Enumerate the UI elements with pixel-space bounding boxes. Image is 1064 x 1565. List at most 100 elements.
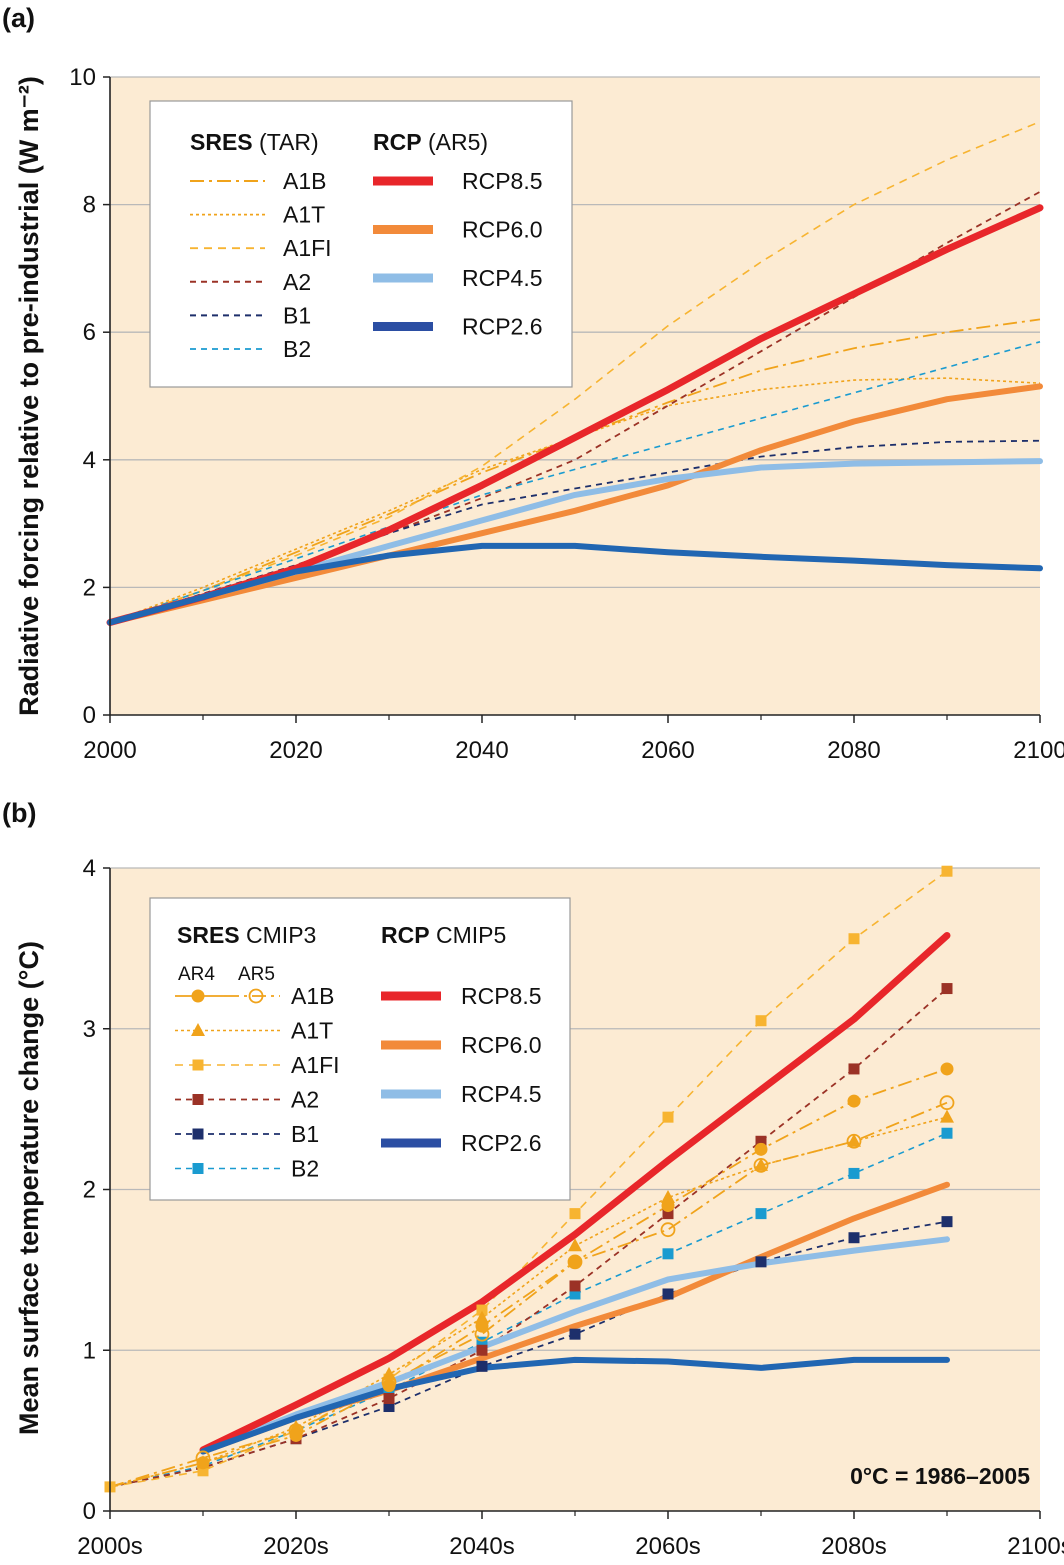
data-point-b1 [941, 1216, 953, 1228]
data-point-a1b-ar5 [660, 1222, 676, 1238]
series-line-a1b [109, 318, 1041, 624]
x-tick-label: 2040s [449, 1533, 514, 1560]
data-point-a1t [940, 1109, 954, 1123]
legend-label-a1fi: A1FI [291, 1052, 340, 1078]
panel-b-y-axis-label: Mean surface temperature change (°C) [14, 941, 44, 1435]
panel-b-legend-ar4-label: AR4 [178, 964, 215, 985]
series-line-rcp4-5 [200, 1236, 950, 1455]
data-point-a1fi [848, 933, 860, 945]
legend-label-a2: A2 [283, 269, 311, 295]
y-tick-label: 2 [83, 1177, 96, 1204]
legend-label-a1b: A1B [283, 168, 326, 194]
x-tick-label: 2060 [641, 737, 694, 764]
legend-label-a1b: A1B [291, 983, 334, 1009]
data-point-a1fi [476, 1304, 488, 1316]
x-tick-label: 2040 [455, 737, 508, 764]
panel-b: (b) 012342000s2020s2040s2060s2080s2100s … [2, 798, 1064, 1560]
y-tick-label: 6 [83, 319, 96, 346]
panel-a-legend-sres-header: SRES (TAR) [190, 129, 319, 155]
data-point-legend-b2 [192, 1163, 204, 1174]
panel-a-legend-items: A1B A1T A1FI A2 B1 B2 RCP8.5 RCP6.0 RCP4.5 RCP2.6 [190, 168, 543, 362]
data-point-a1b [289, 1428, 303, 1442]
series-line-rcp2-6 [107, 542, 1043, 626]
data-point-a2 [755, 1135, 767, 1147]
data-point-legend-a2 [192, 1094, 204, 1105]
y-tick-label: 4 [83, 855, 96, 882]
data-point-a1fi [662, 1111, 674, 1123]
data-point-b1 [662, 1288, 674, 1300]
legend-label-rcp4-5: RCP4.5 [462, 265, 543, 291]
series-line-a2 [109, 987, 948, 1488]
panel-b-label: (b) [2, 798, 36, 828]
data-point-a2 [941, 983, 953, 995]
x-tick-label: 2020 [269, 737, 322, 764]
series-line-rcp8-5 [199, 932, 951, 1454]
data-point-a1b-ar5 [939, 1095, 955, 1111]
data-point-b2 [662, 1248, 674, 1260]
legend-label-a1t: A1T [283, 202, 325, 228]
panel-a-legend-rcp-header: RCP (AR5) [373, 129, 488, 155]
panel-a-legend: SRES (TAR) RCP (AR5) A1B A1T A1FI A2 B1 B2 RCP… [149, 100, 573, 388]
x-tick-label: 2000s [77, 1533, 142, 1560]
data-point-b1 [848, 1232, 860, 1244]
data-point-a1fi [569, 1208, 581, 1220]
legend-label-rcp4-5: RCP4.5 [461, 1081, 542, 1107]
y-tick-label: 3 [83, 1016, 96, 1043]
panel-a-y-axis-label: Radiative forcing relative to pre-indust… [14, 76, 44, 716]
x-tick-label: 2080s [821, 1533, 886, 1560]
data-point-legend-b1 [192, 1128, 204, 1140]
legend-label-b1: B1 [283, 302, 311, 328]
data-point-a1b [754, 1142, 768, 1156]
data-point-a2 [476, 1344, 488, 1356]
panel-a-tick-labels: 0 2 4 6 8 10 2000 2020 2040 2060 2080 2100 [69, 64, 1064, 764]
panel-a-label: (a) [2, 3, 35, 33]
data-point-a1b [568, 1255, 582, 1269]
data-point-a1b [382, 1379, 396, 1393]
panel-b-legend: SRES CMIP3 RCP CMIP5 AR4 AR5 A1BA1TA1FIA… [149, 897, 571, 1201]
data-point-b1 [383, 1401, 395, 1413]
series-line-a1fi [109, 120, 1041, 624]
panel-a-series [106, 120, 1044, 626]
data-point-legend-a1b-ar4 [191, 989, 205, 1003]
data-point-b2 [941, 1127, 953, 1139]
data-point-a1b-ar5 [753, 1157, 769, 1173]
y-tick-label: 2 [83, 574, 96, 601]
panel-a: (a) 0 2 4 6 8 10 2000 2020 2040 2060 2080 2100 Radi… [2, 3, 1064, 764]
series-line-rcp2-6 [200, 1356, 950, 1455]
legend-label-rcp6-0: RCP6.0 [462, 217, 543, 243]
legend-label-b2: B2 [283, 336, 311, 362]
y-tick-label: 0 [83, 1498, 96, 1525]
legend-label-a1fi: A1FI [283, 235, 332, 261]
x-tick-label: 2100 [1013, 737, 1064, 764]
data-point-b1 [755, 1256, 767, 1268]
series-line-b1 [109, 439, 1041, 624]
data-point-a2 [383, 1392, 395, 1404]
data-point-a1b [847, 1094, 861, 1108]
data-point-a1b [940, 1062, 954, 1076]
data-point-legend-a1b-ar5 [248, 988, 264, 1004]
y-tick-label: 8 [83, 192, 96, 219]
x-tick-label: 2080 [827, 737, 880, 764]
data-point-a1t [289, 1419, 303, 1433]
panel-b-series [104, 865, 955, 1493]
y-tick-label: 1 [83, 1337, 96, 1364]
legend-label-rcp8-5: RCP8.5 [461, 983, 542, 1009]
data-point-a1t [754, 1157, 768, 1171]
data-point-b1 [476, 1360, 488, 1372]
panel-b-markers [104, 865, 955, 1493]
data-point-a1b [475, 1319, 489, 1333]
x-tick-label: 2000 [83, 737, 136, 764]
legend-label-a1t: A1T [291, 1018, 333, 1044]
data-point-b1 [569, 1328, 581, 1340]
panel-b-legend-rcp-header: RCP CMIP5 [381, 922, 506, 948]
data-point-a2 [662, 1208, 674, 1220]
panel-b-baseline-note: 0°C = 1986–2005 [850, 1463, 1030, 1489]
data-point-b2 [476, 1336, 488, 1348]
legend-label-a2: A2 [291, 1087, 319, 1113]
panel-b-legend-sres-header: SRES CMIP3 [177, 922, 316, 948]
y-tick-label: 10 [69, 64, 96, 91]
y-tick-label: 4 [83, 447, 96, 474]
data-point-a1t [661, 1190, 675, 1204]
series-line-rcp6-0 [107, 383, 1043, 626]
